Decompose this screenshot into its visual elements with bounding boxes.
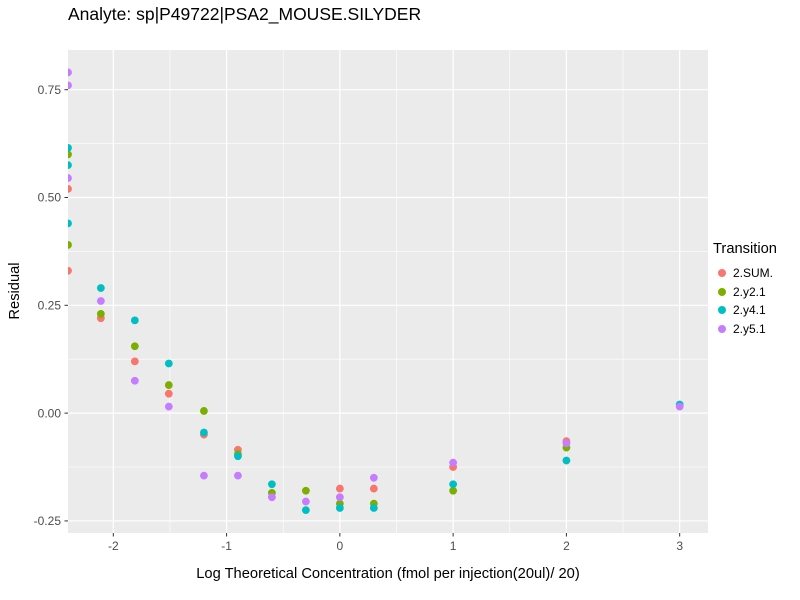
data-point bbox=[68, 68, 72, 77]
legend-key-dot bbox=[718, 287, 726, 296]
data-point bbox=[335, 484, 344, 493]
y-tick-label: 0.25 bbox=[38, 299, 62, 313]
data-point bbox=[267, 480, 276, 489]
data-point bbox=[335, 493, 344, 502]
panel-background bbox=[68, 50, 708, 533]
legend-item: 2.y5.1 bbox=[713, 320, 777, 339]
legend-item-label: 2.SUM. bbox=[733, 266, 774, 281]
y-tick-label: 0.00 bbox=[38, 406, 62, 420]
plot-title: Analyte: sp|P49722|PSA2_MOUSE.SILYDER bbox=[68, 4, 422, 24]
data-point bbox=[449, 486, 458, 495]
data-point bbox=[449, 458, 458, 467]
data-point bbox=[200, 407, 208, 415]
x-tick-label: -1 bbox=[221, 539, 232, 553]
data-point bbox=[164, 402, 173, 411]
x-tick-label: 3 bbox=[676, 539, 683, 553]
data-point bbox=[68, 81, 72, 90]
legend-item: 2.y4.1 bbox=[713, 301, 777, 320]
x-tick-label: 2 bbox=[563, 539, 570, 553]
data-point bbox=[200, 471, 208, 480]
data-point bbox=[68, 161, 72, 170]
data-point bbox=[200, 428, 208, 437]
data-point bbox=[164, 359, 173, 368]
data-point bbox=[449, 480, 458, 489]
data-point bbox=[562, 456, 571, 465]
data-point bbox=[68, 174, 72, 182]
data-points-layer bbox=[68, 68, 684, 515]
legend-item-label: 2.y2.1 bbox=[733, 284, 766, 299]
data-point bbox=[164, 389, 173, 398]
y-tick-label: -0.25 bbox=[34, 514, 62, 528]
y-tick-label: 0.50 bbox=[38, 191, 62, 205]
legend-key-dot bbox=[718, 269, 726, 278]
data-point bbox=[96, 310, 105, 318]
legend-key-dot bbox=[718, 306, 726, 315]
data-point bbox=[68, 150, 72, 159]
legend-item-label: 2.y5.1 bbox=[733, 321, 766, 336]
data-point bbox=[68, 184, 72, 193]
legend-item: 2.SUM. bbox=[713, 264, 777, 283]
data-point bbox=[301, 486, 310, 495]
data-point bbox=[335, 504, 344, 512]
data-point bbox=[130, 357, 139, 366]
data-point bbox=[130, 316, 139, 325]
series-2.y4.1 bbox=[68, 143, 684, 515]
data-point bbox=[130, 376, 139, 385]
x-tick-label: 1 bbox=[450, 539, 457, 553]
data-point bbox=[675, 402, 684, 411]
data-point bbox=[562, 439, 571, 448]
x-axis-label: Log Theoretical Concentration (fmol per … bbox=[196, 566, 580, 582]
legend-key-dot bbox=[718, 324, 726, 333]
data-point bbox=[234, 471, 242, 480]
data-point bbox=[301, 506, 310, 515]
data-point bbox=[68, 143, 72, 152]
legend-item: 2.y2.1 bbox=[713, 283, 777, 302]
data-point bbox=[234, 452, 242, 461]
legend: Transition 2.SUM. 2.y2.1 2.y4.1 2.y5.1 bbox=[713, 241, 777, 338]
series-2.y5.1 bbox=[68, 68, 684, 506]
data-point bbox=[369, 484, 378, 493]
data-point bbox=[96, 297, 105, 305]
data-point bbox=[369, 504, 378, 512]
data-point bbox=[130, 342, 139, 351]
data-point bbox=[267, 493, 276, 502]
legend-title: Transition bbox=[713, 241, 777, 257]
x-tick-label: 0 bbox=[337, 539, 344, 553]
y-tick-label: 0.75 bbox=[38, 83, 62, 97]
data-point bbox=[96, 284, 105, 292]
minor-gridlines bbox=[68, 50, 708, 533]
legend-item-label: 2.y4.1 bbox=[733, 303, 766, 318]
axis-tick-marks bbox=[64, 89, 681, 537]
data-point bbox=[68, 266, 72, 275]
data-point bbox=[68, 219, 72, 228]
x-tick-label: -2 bbox=[108, 539, 119, 553]
data-point bbox=[369, 473, 378, 482]
major-gridlines bbox=[68, 50, 708, 533]
data-point bbox=[164, 381, 173, 389]
data-point bbox=[301, 497, 310, 506]
data-point bbox=[68, 241, 72, 249]
